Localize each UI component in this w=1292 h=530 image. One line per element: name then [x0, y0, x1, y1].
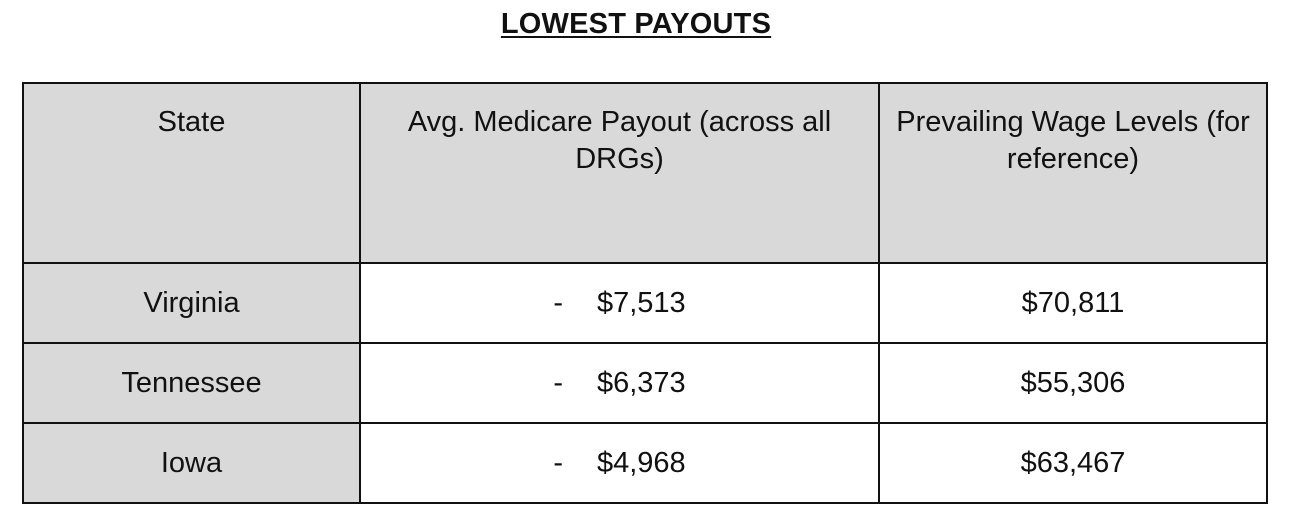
wage-cell: $63,467: [878, 422, 1268, 504]
dash-marker: -: [553, 286, 563, 319]
payout-value: $6,373: [596, 366, 686, 399]
header-state: State: [22, 82, 361, 264]
dash-marker: -: [553, 446, 563, 479]
table-row: Virginia - $7,513 $70,811: [22, 262, 1268, 344]
payout-value: $4,968: [596, 446, 686, 479]
header-avg-medicare-payout: Avg. Medicare Payout (across all DRGs): [359, 82, 880, 264]
payout-value: $7,513: [596, 286, 686, 319]
wage-cell: $70,811: [878, 262, 1268, 344]
table-row: Iowa - $4,968 $63,467: [22, 422, 1268, 504]
table-header-row: State Avg. Medicare Payout (across all D…: [22, 82, 1268, 264]
header-prevailing-wage: Prevailing Wage Levels (for reference): [878, 82, 1268, 264]
payouts-table: State Avg. Medicare Payout (across all D…: [22, 82, 1268, 504]
state-cell: Virginia: [22, 262, 361, 344]
table-row: Tennessee - $6,373 $55,306: [22, 342, 1268, 424]
state-cell: Iowa: [22, 422, 361, 504]
wage-cell: $55,306: [878, 342, 1268, 424]
state-cell: Tennessee: [22, 342, 361, 424]
payout-cell: - $6,373: [359, 342, 880, 424]
dash-marker: -: [553, 366, 563, 399]
payout-cell: - $7,513: [359, 262, 880, 344]
payout-cell: - $4,968: [359, 422, 880, 504]
page-title: LOWEST PAYOUTS: [500, 8, 772, 40]
